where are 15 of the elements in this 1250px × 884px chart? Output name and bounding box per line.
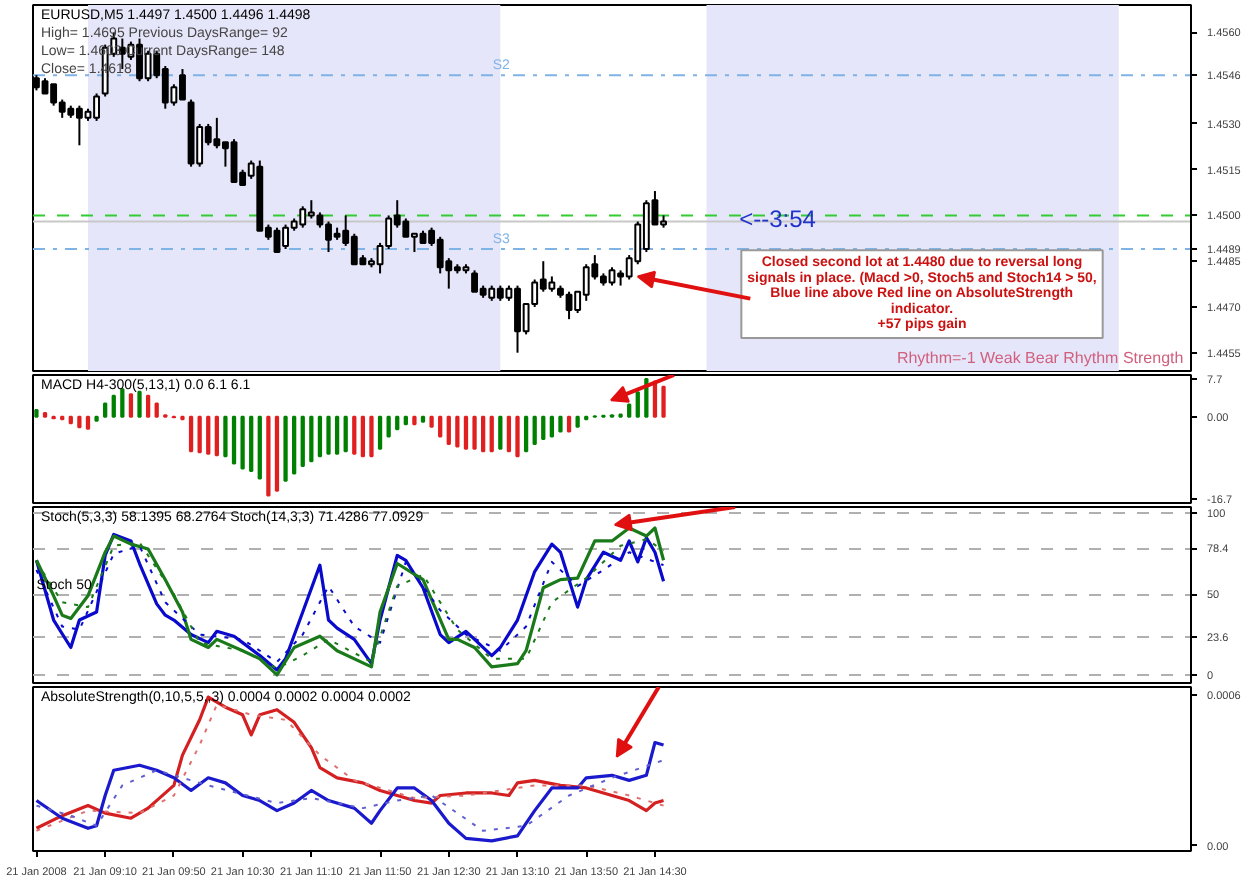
candlestick (402, 217, 410, 238)
candlestick (299, 205, 307, 229)
candlestick (93, 92, 100, 122)
line-series (35, 759, 665, 832)
candlestick (642, 199, 650, 254)
annotation: <--3:54 (739, 204, 817, 233)
candlestick (436, 235, 444, 275)
candlestick (50, 83, 58, 107)
candlestick (75, 104, 83, 147)
candlestick (350, 232, 358, 266)
candlestick (608, 266, 616, 287)
candlestick (307, 199, 315, 220)
line-series (34, 740, 666, 843)
candlestick (213, 116, 221, 150)
annotation: Rhythm=-1 Weak Bear Rhythm Strength (896, 348, 1184, 367)
